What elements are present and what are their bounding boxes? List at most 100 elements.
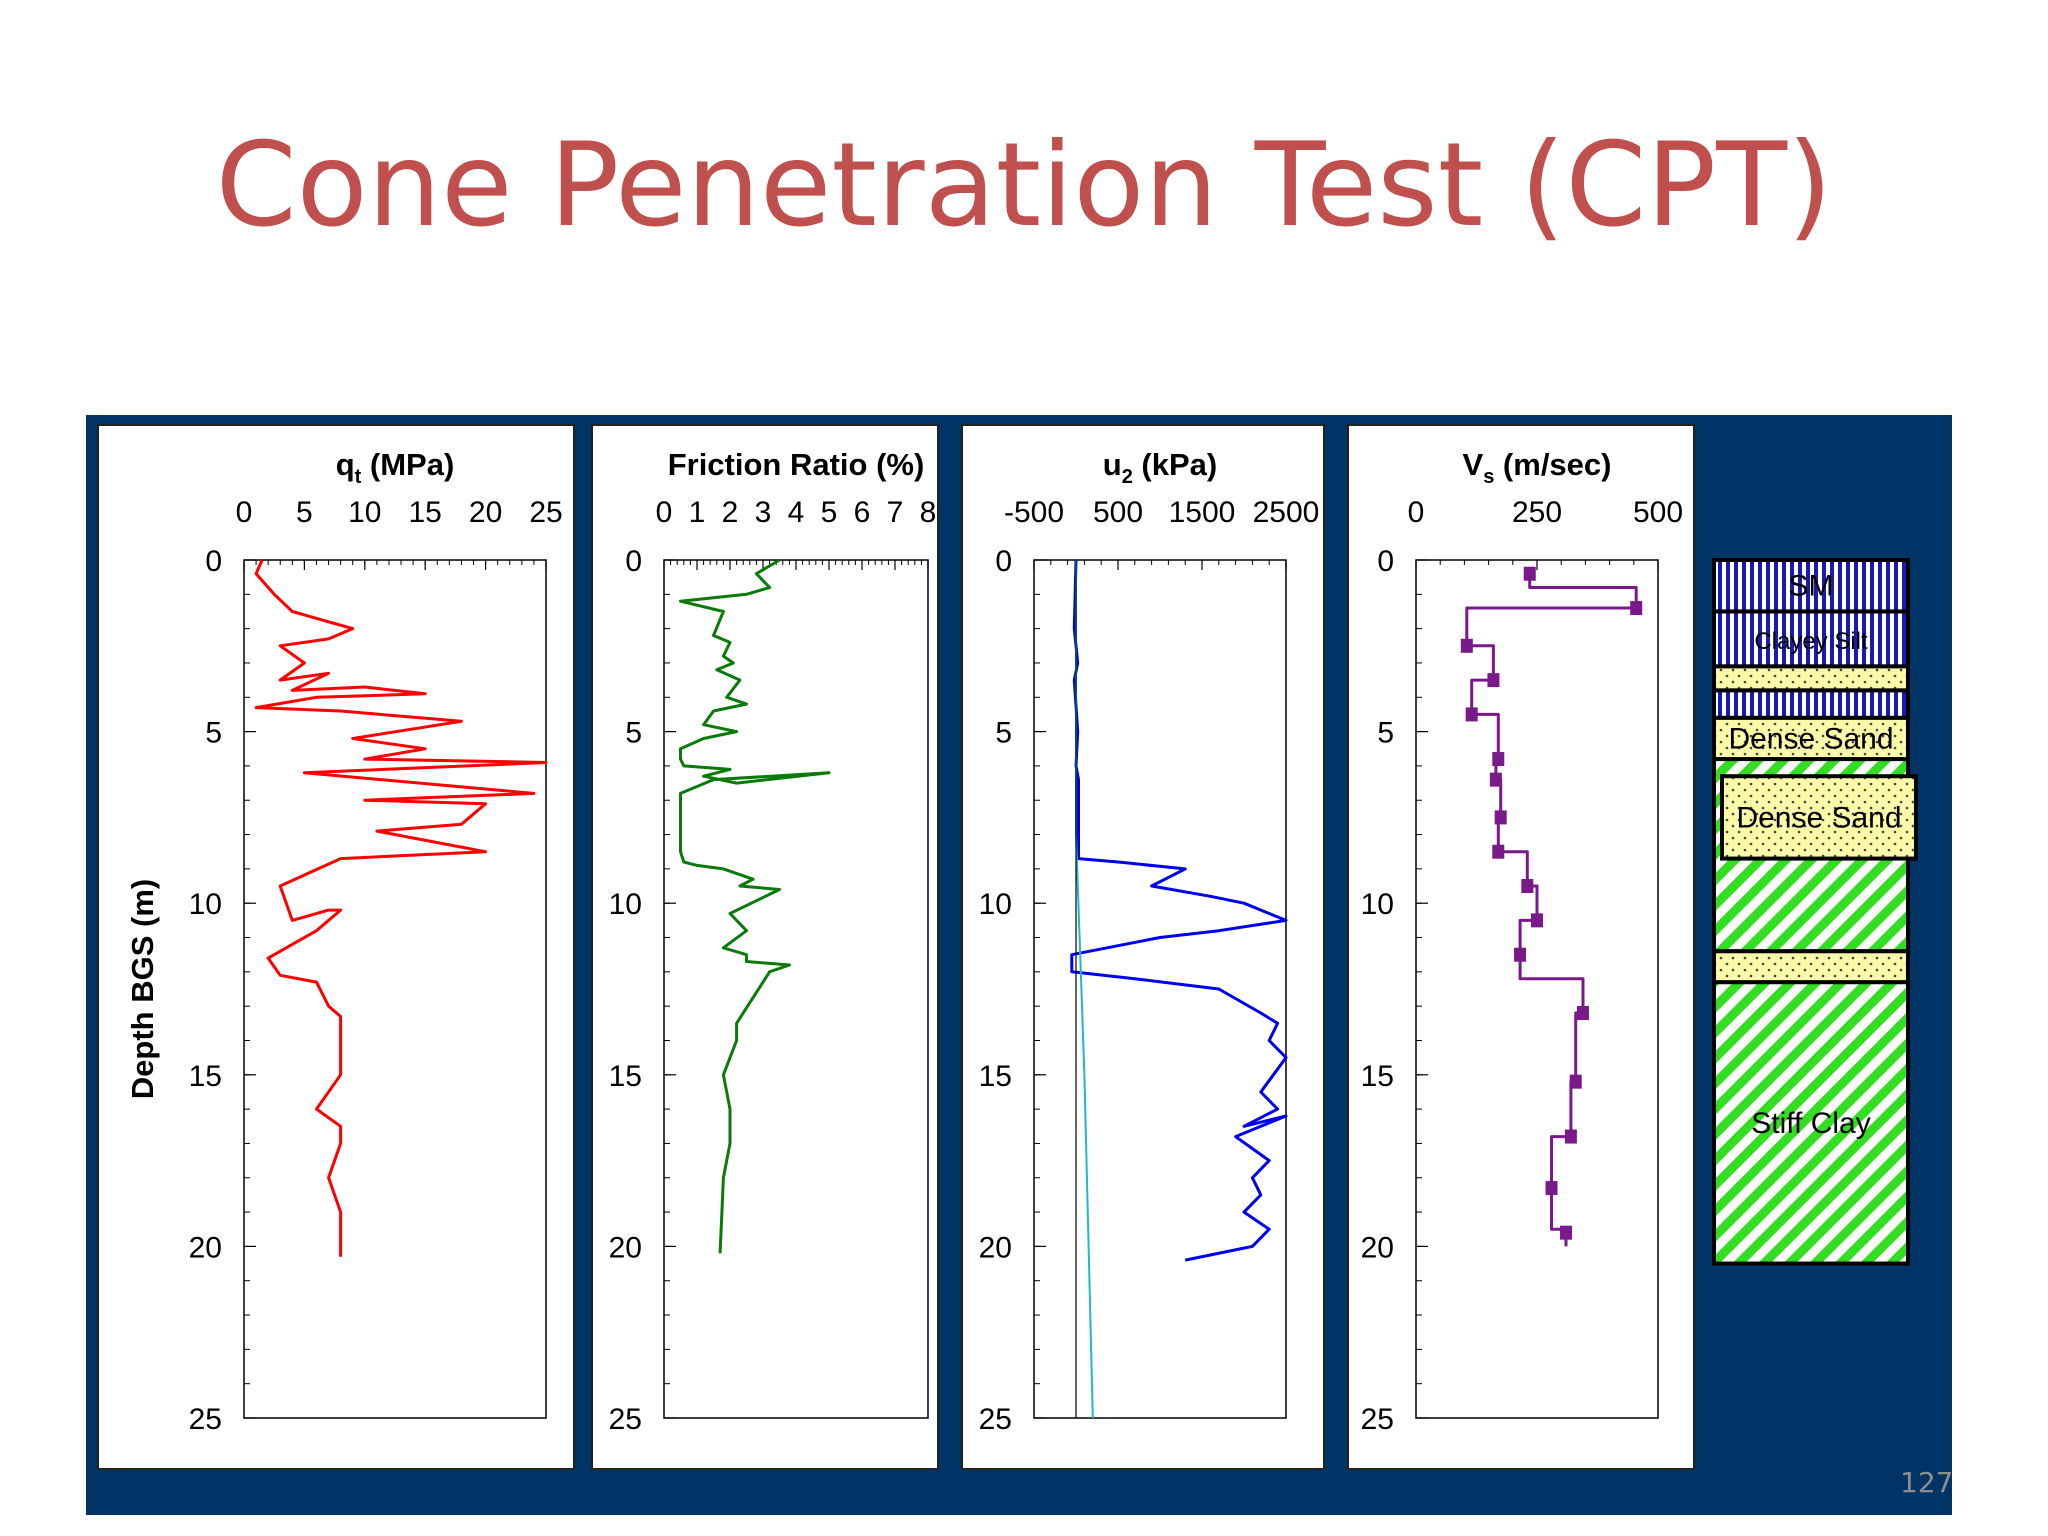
soil-layer	[1712, 688, 1910, 720]
soil-layer: Dense Sand	[1712, 715, 1910, 762]
y-tick-label: 15	[189, 1060, 222, 1093]
y-tick-label: 25	[1361, 1403, 1394, 1436]
x-tick-label: 1500	[1169, 496, 1236, 529]
soil-layer-label: Stiff Clay	[1751, 1107, 1871, 1140]
soil-layer: SM	[1712, 558, 1910, 614]
page-number: 127	[1900, 1466, 1954, 1499]
x-tick-label: 20	[469, 496, 502, 529]
x-tick-label: 7	[887, 496, 904, 529]
x-tick-label: 2	[722, 496, 739, 529]
y-tick-label: 5	[205, 717, 222, 750]
y-tick-label: 20	[189, 1231, 222, 1264]
soil-layer: Dense Sand	[1720, 774, 1918, 861]
panel-title: qt (MPa)	[336, 447, 455, 488]
vs-marker	[1489, 772, 1502, 787]
vs-marker	[1492, 844, 1505, 859]
vs-marker	[1521, 879, 1534, 894]
vs-marker	[1514, 947, 1527, 962]
y-axis-label: Depth BGS (m)	[125, 879, 160, 1099]
y-tick-label: 10	[189, 888, 222, 921]
y-tick-label: 0	[995, 545, 1012, 578]
panel-u2: u2 (kPa) -500 500 1500 2500 0 5 10 15 20 25	[961, 424, 1325, 1470]
x-tick-label: 5	[296, 496, 313, 529]
vs-marker	[1487, 673, 1500, 688]
soil-layer	[1712, 949, 1910, 985]
y-tick-label: 5	[995, 717, 1012, 750]
y-tick-label: 10	[609, 888, 642, 921]
x-tick-label: 10	[348, 496, 381, 529]
plot-frame	[1033, 559, 1287, 1419]
soil-layer-fill	[1720, 774, 1918, 861]
x-tick-label: 3	[755, 496, 772, 529]
y-tick-label: 10	[1361, 888, 1394, 921]
soil-layer-fill	[1712, 715, 1910, 762]
vs-marker	[1564, 1129, 1577, 1144]
soil-layer-fill	[1712, 609, 1910, 669]
series-line-qt	[254, 559, 548, 1257]
panel-qt: qt (MPa) 0 5 10 15 20 25 0 5 10 15 20 25 Depth BGS (m…	[97, 424, 575, 1470]
x-tick-label: 5	[821, 496, 838, 529]
soil-layer-label: Dense Sand	[1736, 801, 1901, 834]
y-tick-label: 15	[1361, 1060, 1394, 1093]
panel-background	[97, 424, 575, 1470]
y-tick-label: 5	[625, 717, 642, 750]
x-tick-label: -500	[1004, 496, 1064, 529]
soil-layer-fill	[1712, 558, 1910, 614]
x-tick-label: 6	[854, 496, 871, 529]
panel-title: Friction Ratio (%)	[668, 447, 925, 482]
soil-layer-fill	[1712, 949, 1910, 985]
x-tick-label: 0	[656, 496, 673, 529]
x-tick-label: 500	[1093, 496, 1143, 529]
vs-marker	[1560, 1225, 1573, 1240]
vs-marker	[1460, 638, 1473, 653]
y-tick-label: 15	[979, 1060, 1012, 1093]
slide-title: Cone Penetration Test (CPT)	[215, 118, 1833, 253]
x-tick-label: 15	[409, 496, 442, 529]
x-tick-label: 1	[689, 496, 706, 529]
x-tick-label: 2500	[1253, 496, 1320, 529]
y-tick-label: 5	[1377, 717, 1394, 750]
y-tick-label: 0	[1377, 545, 1394, 578]
cpt-figure: qt (MPa) 0 5 10 15 20 25 0 5 10 15 20 25 Depth BGS (m…	[86, 415, 1952, 1515]
panel-background	[591, 424, 939, 1470]
vs-marker	[1465, 707, 1478, 722]
panel-vs: Vs (m/sec) 0 250 500 0 5 10 15 20 25	[1347, 424, 1695, 1470]
vs-marker	[1569, 1074, 1582, 1089]
vs-marker	[1576, 1006, 1589, 1021]
vs-marker	[1523, 566, 1536, 581]
x-tick-label: 500	[1633, 496, 1683, 529]
soil-layer: Clayey Silt	[1712, 609, 1910, 669]
vs-marker	[1531, 913, 1543, 928]
soil-layer-label: Dense Sand	[1728, 722, 1893, 755]
vs-marker	[1492, 752, 1505, 767]
y-tick-label: 20	[1361, 1231, 1394, 1264]
x-tick-label: 0	[236, 496, 253, 529]
soil-layer-fill	[1712, 980, 1910, 1266]
panel-title: u2 (kPa)	[1103, 447, 1217, 488]
x-tick-label: 250	[1512, 496, 1562, 529]
y-tick-label: 25	[609, 1403, 642, 1436]
soil-layer-label: Clayey Silt	[1754, 628, 1868, 655]
x-tick-label: 4	[788, 496, 805, 529]
vs-marker	[1545, 1181, 1558, 1196]
panel-title: Vs (m/sec)	[1463, 447, 1612, 488]
panel-background	[961, 424, 1325, 1470]
soil-layer-fill	[1712, 664, 1910, 693]
y-tick-label: 25	[979, 1403, 1012, 1436]
soil-layer: Stiff Clay	[1712, 980, 1910, 1266]
soil-layer-label: SM	[1789, 570, 1834, 603]
vs-marker	[1494, 810, 1507, 825]
x-tick-label: 25	[529, 496, 562, 529]
vs-marker	[1630, 601, 1643, 616]
plot-frame	[243, 559, 547, 1419]
x-tick-label: 8	[920, 496, 937, 529]
y-tick-label: 0	[205, 545, 222, 578]
soil-layer-fill	[1712, 688, 1910, 720]
y-tick-label: 0	[625, 545, 642, 578]
x-tick-label: 0	[1408, 496, 1425, 529]
y-tick-label: 15	[609, 1060, 642, 1093]
series-line-u2	[1070, 559, 1288, 1262]
series-line-friction_ratio	[679, 558, 831, 1254]
